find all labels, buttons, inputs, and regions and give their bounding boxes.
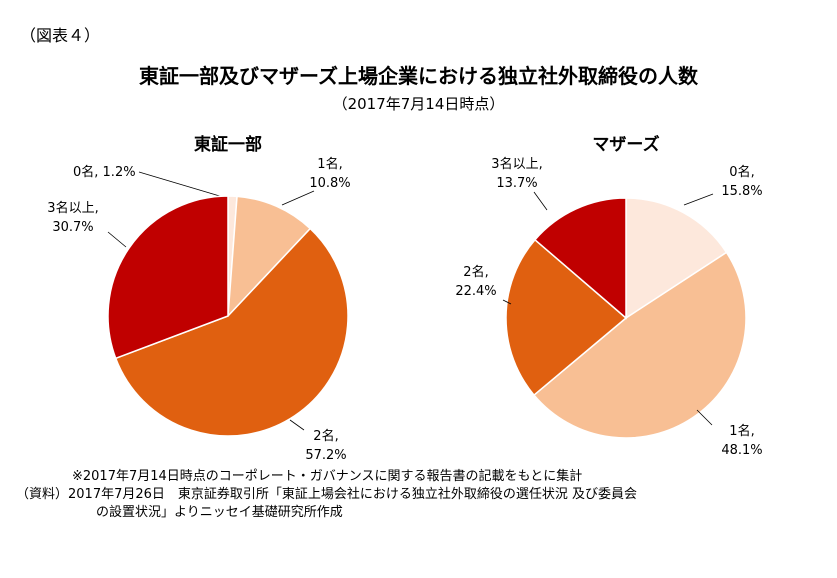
pie-slice-1名	[227, 195, 312, 319]
pie-chart-2: マザーズ 0名, 15.8% 1名, 48.1% 2名, 22.4% 3名以上, 13.7%	[455, 134, 762, 458]
pie-slice-2名	[505, 238, 628, 397]
pie-slice-1名	[532, 251, 747, 439]
leader-line	[696, 409, 713, 426]
pie-chart-1: 東証一部 0名, 1.2% 1名, 10.8% 2名, 57.2% 3名以上, 30.7%	[47, 134, 350, 463]
pie-data-label: 0名, 1.2%	[73, 164, 136, 180]
leader-line	[533, 191, 548, 211]
pie-data-label: 2名, 22.4%	[455, 264, 496, 299]
pie-slice-3名以上	[107, 195, 229, 360]
leader-line	[502, 299, 512, 305]
page-title: 東証一部及びマザーズ上場企業における独立社外取締役の人数	[139, 64, 698, 88]
pie-slice-2名	[114, 227, 349, 437]
pie-title: 東証一部	[194, 134, 262, 155]
leader-line	[107, 231, 127, 248]
leader-line	[289, 419, 305, 431]
pie-data-label: 1名, 10.8%	[309, 156, 350, 191]
figure-label: （図表４）	[20, 26, 101, 45]
pie-slice-0名	[625, 197, 728, 320]
note-source: （資料）2017年7月26日 東京証券取引所「東証上場会社における独立社外取締役…	[16, 487, 638, 502]
pie-data-label: 3名以上, 30.7%	[47, 200, 98, 235]
pie-data-label: 2名, 57.2%	[305, 428, 346, 463]
pie-slice-3名以上	[533, 197, 627, 320]
leader-line	[281, 190, 315, 206]
pie-data-label: 3名以上, 13.7%	[491, 156, 542, 191]
leader-line	[683, 193, 714, 206]
note-source-continued: の設置状況」よりニッセイ基礎研究所作成	[96, 505, 343, 520]
pie-data-label: 1名, 48.1%	[721, 423, 762, 458]
notes: ※2017年7月14日時点のコーポレート・ガバナンスに関する報告書の記載をもとに…	[16, 468, 637, 522]
pie-data-label: 0名, 15.8%	[721, 164, 762, 199]
leader-line	[138, 171, 224, 198]
pie-title: マザーズ	[592, 134, 659, 155]
page-subtitle: （2017年7月14日時点）	[332, 95, 505, 113]
note-aggregation: ※2017年7月14日時点のコーポレート・ガバナンスに関する報告書の記載をもとに…	[72, 469, 583, 484]
